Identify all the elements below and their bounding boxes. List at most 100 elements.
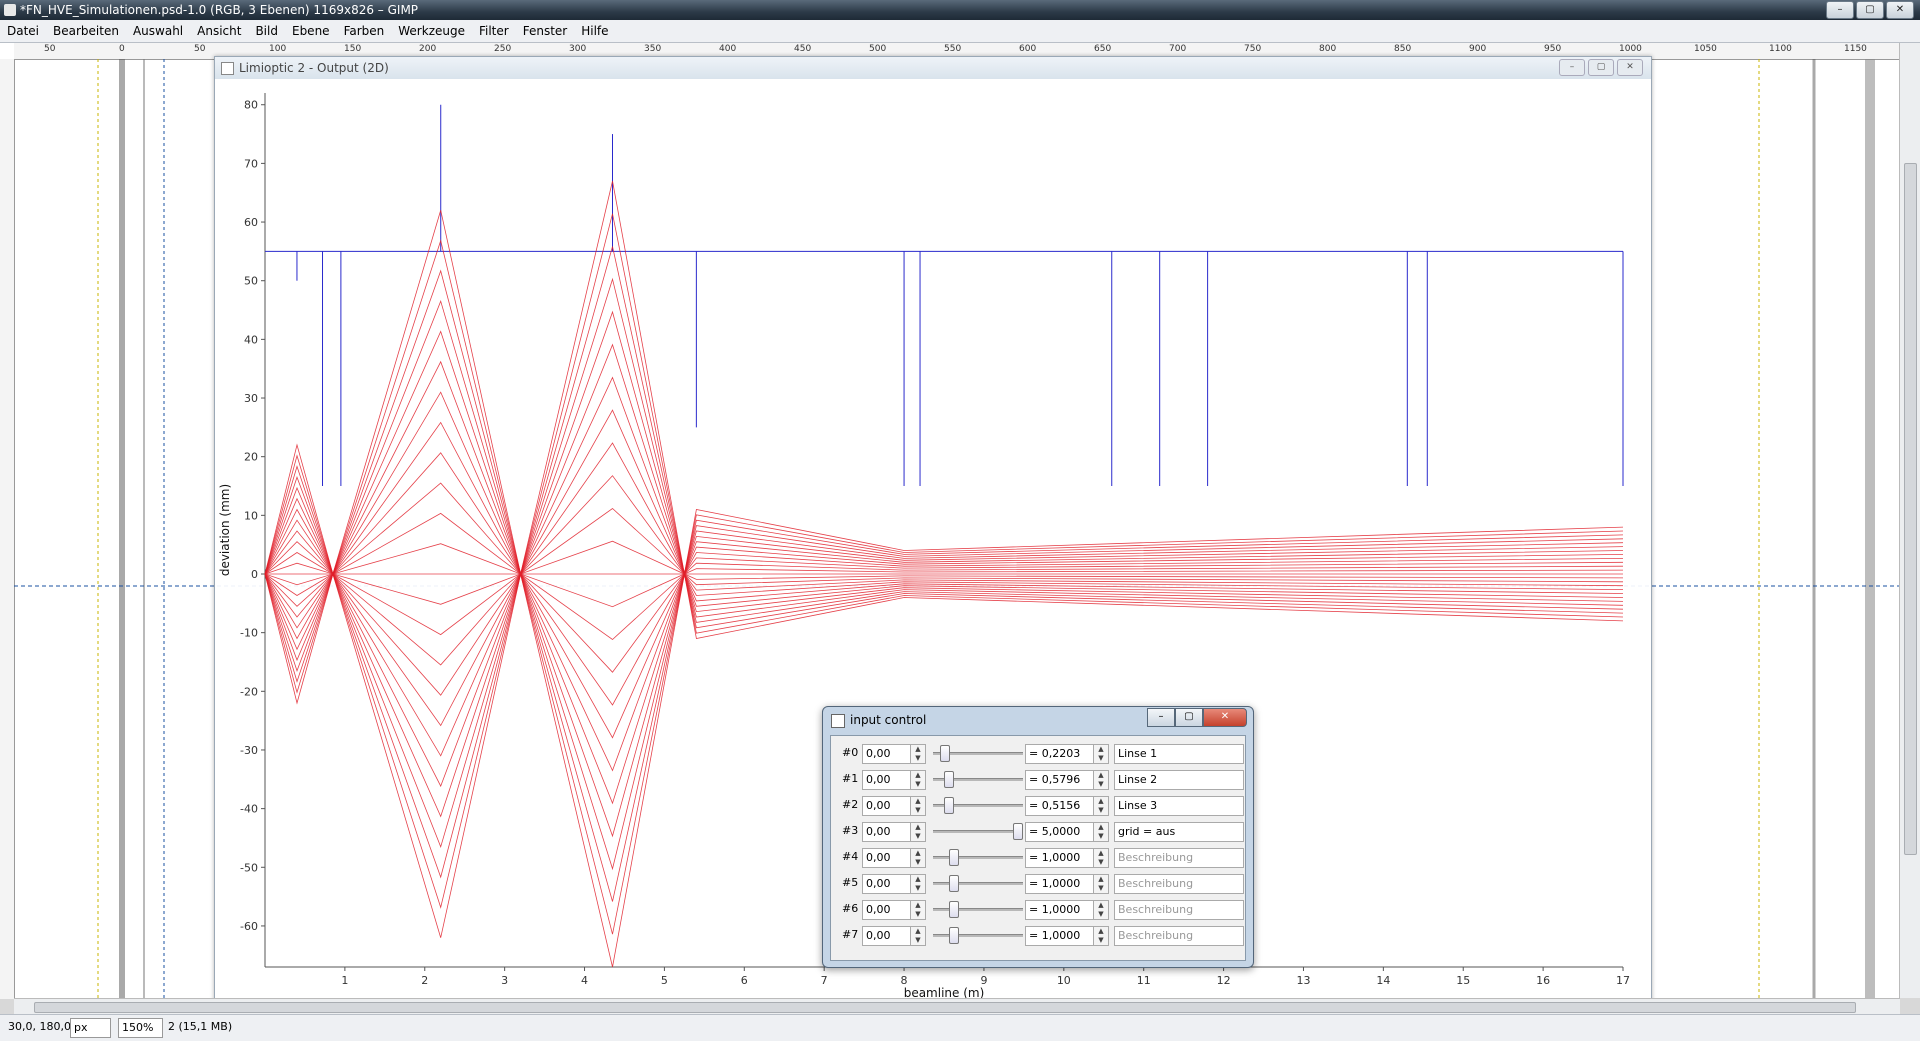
plot-minimize-button[interactable]: – xyxy=(1559,59,1585,76)
result-spin-buttons[interactable]: ▲ ▼ xyxy=(1093,926,1109,946)
parameter-result-input[interactable]: = 1,0000 xyxy=(1025,900,1094,920)
horizontal-ruler[interactable]: 50 0 50 100 150 200 250 300 350 400 450 500 550 600 65… xyxy=(14,43,1900,60)
parameter-row: #4 0,00 ▲ ▼ = 1,0000 ▲ ▼ Beschreibung xyxy=(831,846,1245,868)
parameter-slider[interactable] xyxy=(933,927,1023,944)
result-spin-buttons[interactable]: ▲ ▼ xyxy=(1093,770,1109,790)
parameter-slider[interactable] xyxy=(933,771,1023,788)
parameter-value-input[interactable]: 0,00 xyxy=(862,744,911,764)
result-spin-buttons[interactable]: ▲ ▼ xyxy=(1093,874,1109,894)
menu-bild[interactable]: Bild xyxy=(255,24,278,38)
parameter-description-input[interactable]: Beschreibung xyxy=(1114,848,1244,868)
parameter-row: #6 0,00 ▲ ▼ = 1,0000 ▲ ▼ Beschreibung xyxy=(831,898,1245,920)
parameter-value-input[interactable]: 0,00 xyxy=(862,822,911,842)
menu-datei[interactable]: Datei xyxy=(7,24,40,38)
y-tick-label: 10 xyxy=(244,509,258,522)
parameter-result-input[interactable]: = 5,0000 xyxy=(1025,822,1094,842)
parameter-result-input[interactable]: = 0,2203 xyxy=(1025,744,1094,764)
parameter-index: #5 xyxy=(842,876,859,889)
result-spin-buttons[interactable]: ▲ ▼ xyxy=(1093,744,1109,764)
menu-ebene[interactable]: Ebene xyxy=(291,24,330,38)
slider-knob[interactable] xyxy=(943,797,954,814)
value-spin-buttons[interactable]: ▲ ▼ xyxy=(910,926,926,946)
menu-hilfe[interactable]: Hilfe xyxy=(581,24,609,38)
vertical-scrollbar[interactable] xyxy=(1899,43,1920,998)
menu-ansicht[interactable]: Ansicht xyxy=(197,24,242,38)
parameter-value-input[interactable]: 0,00 xyxy=(862,926,911,946)
x-axis-label: beamline (m) xyxy=(904,986,985,1000)
parameter-value-input[interactable]: 0,00 xyxy=(862,848,911,868)
dialog-minimize-button[interactable]: – xyxy=(1147,708,1175,727)
parameter-slider[interactable] xyxy=(933,797,1023,814)
menu-farben[interactable]: Farben xyxy=(343,24,385,38)
slider-knob[interactable] xyxy=(943,771,954,788)
parameter-slider[interactable] xyxy=(933,901,1023,918)
ray-trajectory xyxy=(264,246,1624,576)
ruler-label: 1150 xyxy=(1844,44,1867,54)
ray-trajectory xyxy=(264,572,1624,805)
parameter-description-input[interactable]: Beschreibung xyxy=(1114,874,1244,894)
vertical-ruler[interactable] xyxy=(0,59,15,999)
parameter-value-input[interactable]: 0,00 xyxy=(862,874,911,894)
slider-knob[interactable] xyxy=(939,745,950,762)
value-spin-buttons[interactable]: ▲ ▼ xyxy=(910,874,926,894)
slider-knob[interactable] xyxy=(948,901,959,918)
value-spin-buttons[interactable]: ▲ ▼ xyxy=(910,770,926,790)
parameter-description-input[interactable]: Linse 1 xyxy=(1114,744,1244,764)
parameter-slider[interactable] xyxy=(933,745,1023,762)
menu-werkzeuge[interactable]: Werkzeuge xyxy=(398,24,465,38)
value-spin-buttons[interactable]: ▲ ▼ xyxy=(910,796,926,816)
parameter-value-input[interactable]: 0,00 xyxy=(862,796,911,816)
slider-knob[interactable] xyxy=(948,875,959,892)
parameter-slider[interactable] xyxy=(933,849,1023,866)
parameter-result-input[interactable]: = 0,5796 xyxy=(1025,770,1094,790)
minimize-button[interactable]: – xyxy=(1826,1,1854,19)
zoom-select[interactable]: 150% xyxy=(118,1018,163,1038)
dialog-close-button[interactable]: ✕ xyxy=(1203,708,1247,727)
menu-filter[interactable]: Filter xyxy=(478,24,509,38)
parameter-description-input[interactable]: Linse 3 xyxy=(1114,796,1244,816)
ray-trajectory xyxy=(264,310,1624,576)
plot-maximize-button[interactable]: ▢ xyxy=(1588,59,1614,76)
result-spin-buttons[interactable]: ▲ ▼ xyxy=(1093,796,1109,816)
slider-knob[interactable] xyxy=(948,927,959,944)
horizontal-scroll-thumb[interactable] xyxy=(34,1002,1856,1013)
parameter-description-input[interactable]: grid = aus xyxy=(1114,822,1244,842)
parameter-result-input[interactable]: = 1,0000 xyxy=(1025,874,1094,894)
parameter-description-input[interactable]: Beschreibung xyxy=(1114,900,1244,920)
menu-fenster[interactable]: Fenster xyxy=(522,24,568,38)
parameter-row: #1 0,00 ▲ ▼ = 0,5796 ▲ ▼ Linse 2 xyxy=(831,768,1245,790)
value-spin-buttons[interactable]: ▲ ▼ xyxy=(910,900,926,920)
ruler-label: 850 xyxy=(1394,44,1412,54)
value-spin-buttons[interactable]: ▲ ▼ xyxy=(910,744,926,764)
value-spin-buttons[interactable]: ▲ ▼ xyxy=(910,822,926,842)
plot-close-button[interactable]: ✕ xyxy=(1617,59,1643,76)
close-button[interactable]: ✕ xyxy=(1886,1,1914,19)
x-tick-label: 11 xyxy=(1137,974,1151,987)
result-spin-buttons[interactable]: ▲ ▼ xyxy=(1093,848,1109,868)
parameter-result-input[interactable]: = 1,0000 xyxy=(1025,926,1094,946)
y-tick-label: 40 xyxy=(244,333,258,346)
menu-auswahl[interactable]: Auswahl xyxy=(132,24,184,38)
horizontal-scrollbar[interactable] xyxy=(14,998,1900,1015)
parameter-index: #4 xyxy=(842,850,859,863)
parameter-result-input[interactable]: = 1,0000 xyxy=(1025,848,1094,868)
maximize-button[interactable]: ▢ xyxy=(1856,1,1884,19)
menu-bearbeiten[interactable]: Bearbeiten xyxy=(53,24,119,38)
unit-select[interactable]: px xyxy=(70,1018,111,1038)
slider-knob[interactable] xyxy=(948,849,959,866)
result-spin-buttons[interactable]: ▲ ▼ xyxy=(1093,900,1109,920)
parameter-value-input[interactable]: 0,00 xyxy=(862,900,911,920)
result-spin-buttons[interactable]: ▲ ▼ xyxy=(1093,822,1109,842)
parameter-slider[interactable] xyxy=(933,875,1023,892)
value-spin-buttons[interactable]: ▲ ▼ xyxy=(910,848,926,868)
slider-knob[interactable] xyxy=(1012,823,1023,840)
parameter-slider[interactable] xyxy=(933,823,1023,840)
parameter-description-input[interactable]: Beschreibung xyxy=(1114,926,1244,946)
dialog-icon xyxy=(831,714,845,728)
parameter-value-input[interactable]: 0,00 xyxy=(862,770,911,790)
parameter-description-input[interactable]: Linse 2 xyxy=(1114,770,1244,790)
parameter-result-input[interactable]: = 0,5156 xyxy=(1025,796,1094,816)
vertical-scroll-thumb[interactable] xyxy=(1904,163,1917,855)
dialog-maximize-button[interactable]: ▢ xyxy=(1175,708,1203,727)
